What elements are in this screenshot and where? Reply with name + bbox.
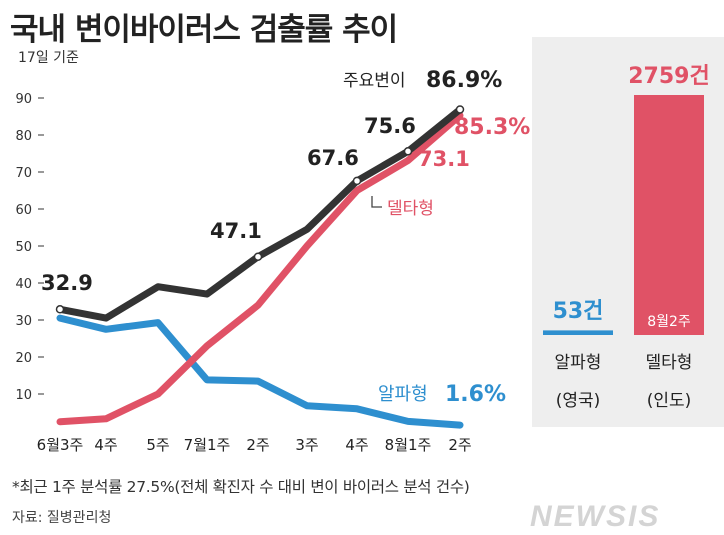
x-tick-label: 4주 [345,436,368,454]
bar-period-label: 8월2주 [647,314,691,330]
x-tick-label: 2주 [246,436,269,454]
bar-category-label: 알파형 [555,353,602,373]
bar-category-label: 델타형 [646,353,693,373]
y-tick-label: 50 [15,240,32,255]
data-label: 75.6 [364,114,416,138]
y-tick-label: 30 [15,314,32,329]
data-point-marker [55,305,65,314]
y-tick-label: 10 [15,388,32,403]
source-note: 자료: 질병관리청 [12,510,112,526]
data-label: 67.6 [307,146,359,170]
bar-alpha [543,330,613,335]
data-label: 32.9 [41,271,93,295]
y-tick-label: 70 [15,166,32,181]
y-tick-label: 60 [15,203,32,218]
basis-note: 17일 기준 [18,50,79,66]
footnote: *최근 1주 분석률 27.5%(전체 확진자 수 대비 변이 바이러스 분석 … [12,478,470,496]
x-tick-label: 3주 [295,436,318,454]
series-line-delta [56,111,464,426]
data-label: 85.3% [454,115,530,140]
data-label: 47.1 [210,219,262,243]
x-tick-label: 6월3주 [37,436,84,454]
data-label: 86.9% [426,68,502,93]
data-point-marker [455,105,465,114]
data-label: 73.1 [418,147,470,171]
y-tick-label: 80 [15,129,32,144]
bar-category-sublabel: (인도) [647,391,692,411]
data-point-marker [253,252,263,261]
series-label-major: 주요변이 [343,71,406,91]
bar-category-sublabel: (영국) [556,391,601,411]
bar-value-label: 53건 [553,299,604,324]
bar-delta [634,95,704,335]
y-tick-label: 20 [15,351,32,366]
x-tick-label: 7월1주 [184,436,231,454]
x-tick-label: 5주 [146,436,169,454]
page-title: 국내 변이바이러스 검출률 추이 [10,12,398,48]
series-line-alpha [56,314,464,429]
bar-value-label: 2759건 [628,64,709,89]
series-label-alpha: 알파형 [378,384,428,405]
data-label: 1.6% [445,382,506,407]
x-tick-label: 4주 [94,436,117,454]
x-tick-label: 2주 [448,436,471,454]
watermark-logo: NEWSIS [530,500,661,533]
data-point-marker [403,147,413,156]
label-leader-line [371,196,382,208]
x-tick-label: 8월1주 [385,436,432,454]
y-tick-label: 40 [15,277,32,292]
series-label-delta: 델타형 [387,199,434,219]
y-tick-label: 90 [15,92,32,107]
data-point-marker [352,176,362,186]
